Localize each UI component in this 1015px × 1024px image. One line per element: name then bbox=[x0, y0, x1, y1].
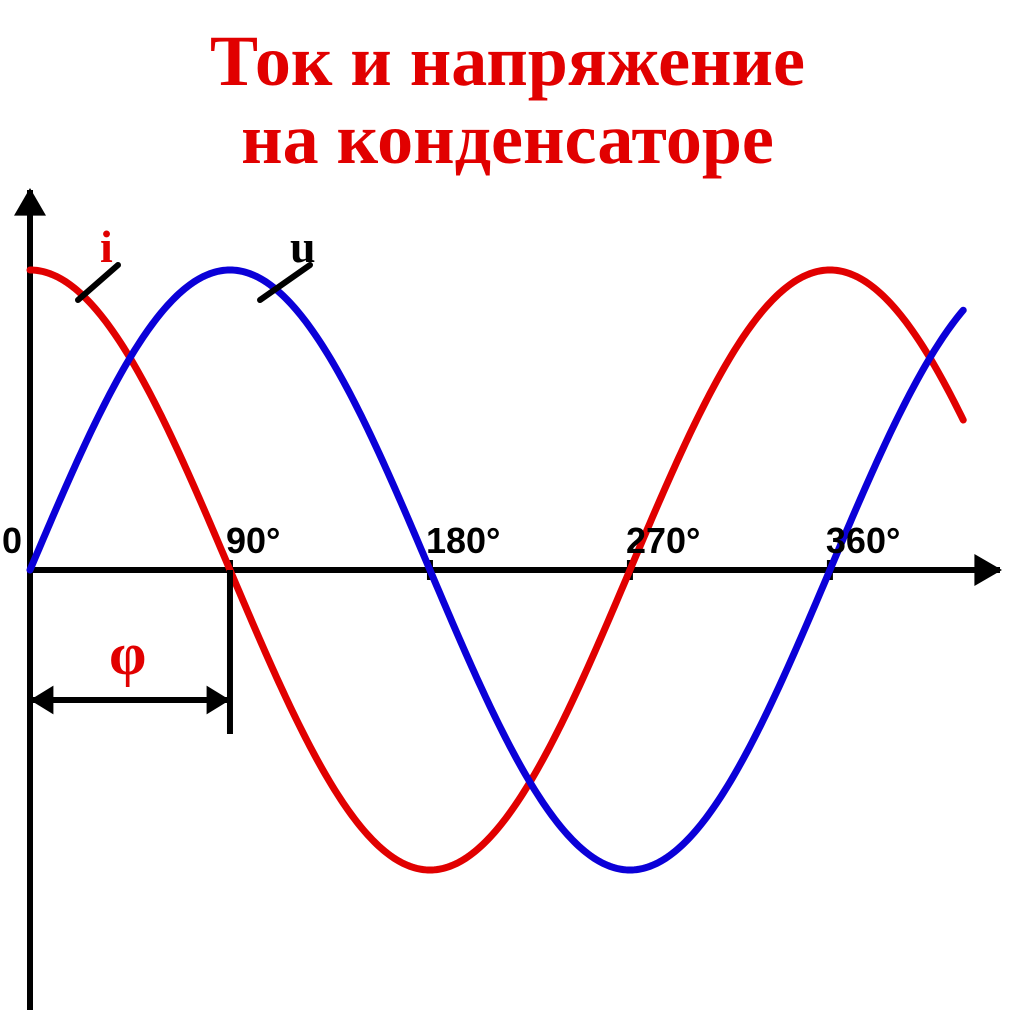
x-axis-arrow bbox=[974, 554, 1002, 586]
phase-arrow-right bbox=[207, 686, 230, 715]
phase-angle-label: φ bbox=[109, 620, 146, 689]
series-label-current: i bbox=[100, 220, 113, 273]
x-tick-label: 0 bbox=[2, 520, 22, 562]
series-label-voltage: u bbox=[290, 220, 316, 273]
x-tick-label: 180° bbox=[426, 520, 500, 562]
chart-svg bbox=[0, 0, 1015, 1024]
x-tick-label: 90° bbox=[226, 520, 280, 562]
y-axis-arrow bbox=[14, 188, 46, 216]
x-tick-label: 360° bbox=[826, 520, 900, 562]
phase-arrow-left bbox=[30, 686, 53, 715]
x-tick-label: 270° bbox=[626, 520, 700, 562]
